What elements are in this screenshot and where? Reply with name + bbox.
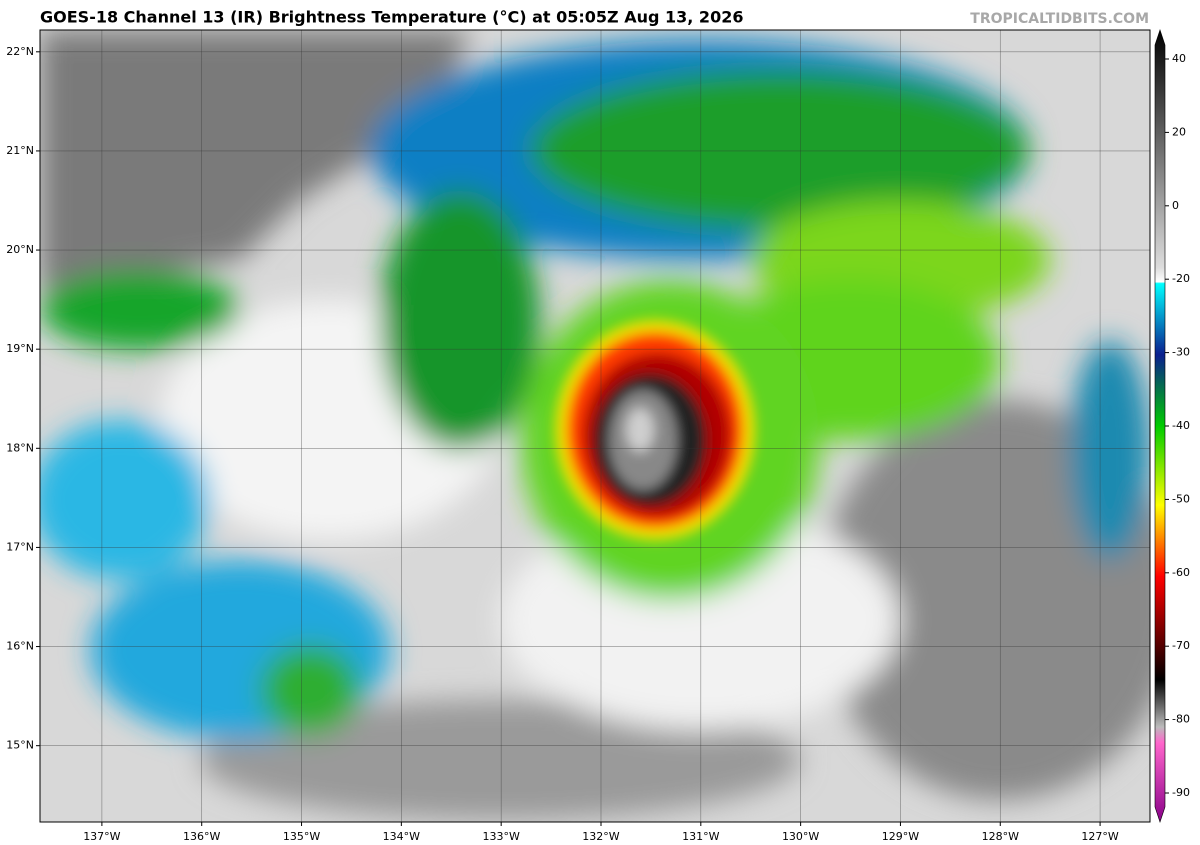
colorbar-label: -50 [1172, 492, 1190, 505]
lat-label: 16°N [6, 640, 34, 653]
lon-label: 135°W [283, 830, 320, 843]
graticule [40, 30, 1150, 822]
clear-sky [820, 400, 1150, 800]
lat-label: 15°N [6, 739, 34, 752]
clear-sky [40, 30, 470, 290]
lat-label: 22°N [6, 45, 34, 58]
map-frame [39, 29, 1151, 823]
lat-label: 19°N [6, 342, 34, 355]
lat-label: 20°N [6, 243, 34, 256]
lon-label: 131°W [682, 830, 719, 843]
lat-label: 18°N [6, 441, 34, 454]
colorbar-label: 0 [1172, 199, 1179, 212]
colorbar-label: -90 [1172, 786, 1190, 799]
ir-imagery [40, 30, 1150, 822]
lon-label: 137°W [83, 830, 120, 843]
lon-label: 133°W [482, 830, 519, 843]
cloud [1070, 340, 1150, 560]
cloud [40, 420, 210, 580]
cloud-field [40, 30, 1150, 820]
cloud [380, 190, 540, 450]
cloud [260, 645, 360, 735]
lon-label: 128°W [982, 830, 1019, 843]
colorbar-label: -60 [1172, 566, 1190, 579]
colorbar-label: -20 [1172, 272, 1190, 285]
lon-label: 136°W [183, 830, 220, 843]
colorbar-label: -80 [1172, 713, 1190, 726]
lat-label: 21°N [6, 144, 34, 157]
colorbar-label: -70 [1172, 639, 1190, 652]
colorbar-label: -30 [1172, 346, 1190, 359]
title: GOES-18 Channel 13 (IR) Brightness Tempe… [40, 8, 743, 27]
lat-label: 17°N [6, 540, 34, 553]
cloud [530, 70, 1030, 230]
lon-label: 130°W [782, 830, 819, 843]
colorbar-label: 20 [1172, 125, 1186, 138]
colorbar-label: -40 [1172, 419, 1190, 432]
colorbar [1154, 29, 1166, 823]
storm-top [626, 408, 654, 452]
lon-label: 132°W [582, 830, 619, 843]
colorbar-label: 40 [1172, 52, 1186, 65]
storm-core [555, 320, 755, 540]
cloud [40, 270, 240, 350]
lon-label: 127°W [1081, 830, 1118, 843]
watermark: TROPICALTIDBITS.COM [970, 11, 1149, 27]
clear-sky [200, 700, 800, 820]
lon-label: 129°W [882, 830, 919, 843]
lon-label: 134°W [383, 830, 420, 843]
